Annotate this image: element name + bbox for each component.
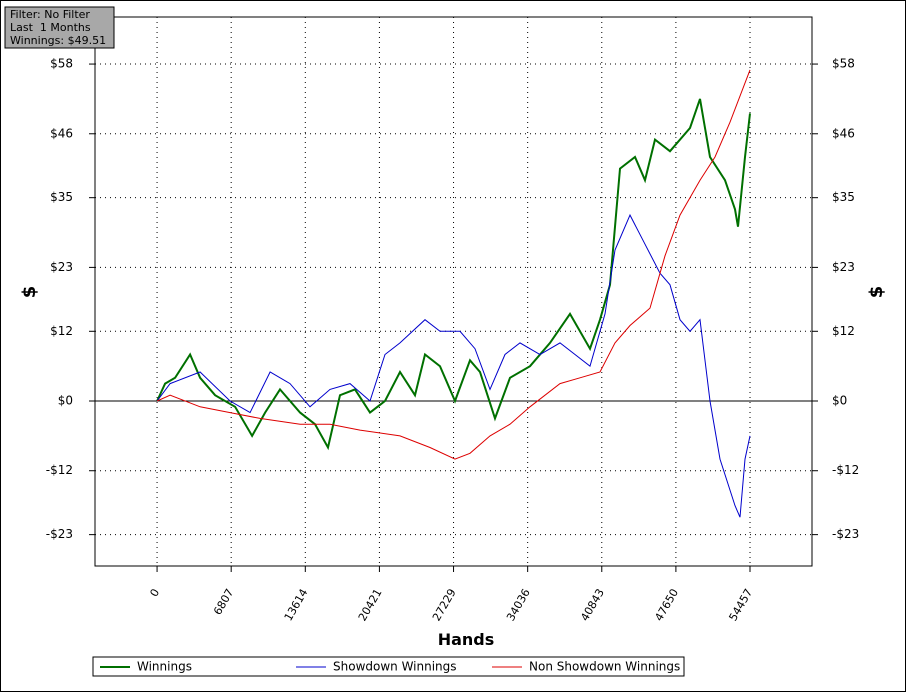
y-tick-label: $23 — [50, 260, 73, 274]
y2-tick-label: $12 — [832, 324, 855, 338]
series-line — [156, 98, 751, 451]
y2-axis-label: $ — [866, 286, 887, 299]
legend-label: Non Showdown Winnings — [529, 660, 680, 674]
y2-tick-label: -$12 — [832, 463, 859, 477]
info-line: Last 1 Months — [10, 21, 91, 34]
legend — [92, 656, 685, 677]
info-box — [4, 6, 115, 49]
y-tick-label: $0 — [58, 394, 73, 408]
y-axis-label: $ — [19, 286, 40, 299]
y2-tick-label: $35 — [832, 190, 855, 204]
info-line: Filter: No Filter — [10, 8, 90, 21]
y2-tick-label: $0 — [832, 394, 847, 408]
y-tick-label: $12 — [50, 324, 73, 338]
series-line — [156, 213, 751, 518]
legend-label: Winnings — [137, 660, 192, 674]
y2-tick-label: $58 — [832, 57, 855, 71]
y-tick-label: $35 — [50, 190, 73, 204]
y-tick-label: -$12 — [46, 463, 73, 477]
y-tick-label: $58 — [50, 57, 73, 71]
y2-tick-label: $46 — [832, 126, 855, 140]
y2-tick-label: -$23 — [832, 527, 859, 541]
series-line — [156, 69, 751, 460]
legend-label: Showdown Winnings — [333, 660, 457, 674]
y-tick-label: $46 — [50, 126, 73, 140]
y-tick-label: -$23 — [46, 527, 73, 541]
y2-tick-label: $23 — [832, 260, 855, 274]
x-axis-label: Hands — [438, 630, 495, 649]
info-line: Winnings: $49.51 — [10, 34, 106, 47]
